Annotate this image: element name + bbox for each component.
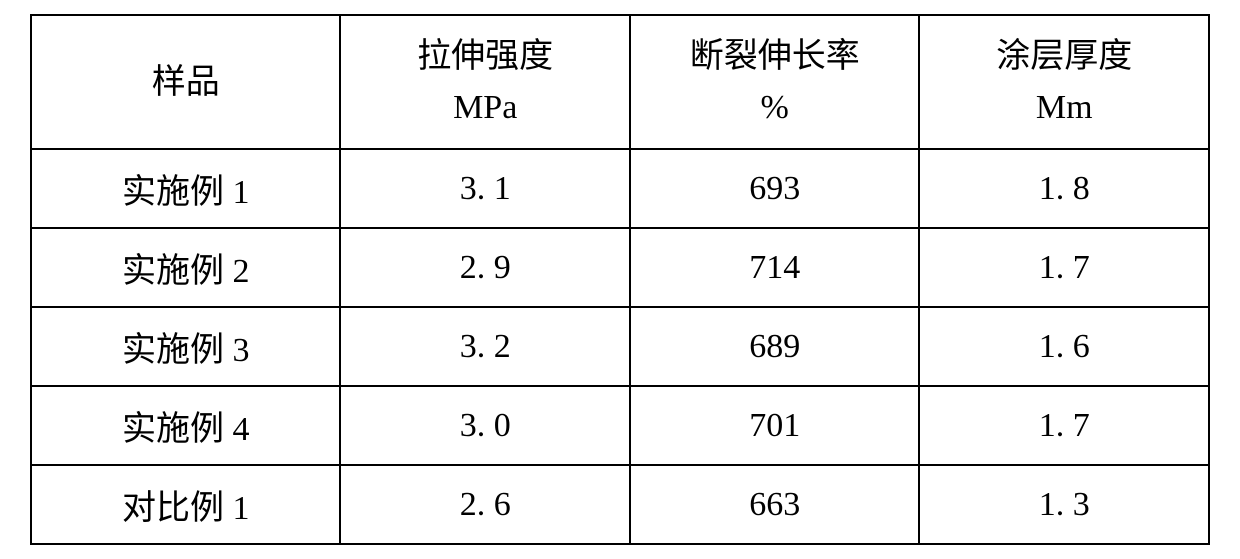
table-header-row: 样品 拉伸强度 MPa 断裂伸长率 % 涂层厚度 Mm bbox=[31, 15, 1209, 149]
cell-tensile: 3. 1 bbox=[340, 149, 630, 228]
cell-tensile: 3. 2 bbox=[340, 307, 630, 386]
cell-elongation: 693 bbox=[630, 149, 920, 228]
cell-sample: 实施例 3 bbox=[31, 307, 340, 386]
table-row: 实施例 4 3. 0 701 1. 7 bbox=[31, 386, 1209, 465]
cell-thickness: 1. 7 bbox=[919, 386, 1209, 465]
col-header-label: 断裂伸长率 bbox=[632, 31, 918, 82]
cell-sample: 对比例 1 bbox=[31, 465, 340, 544]
table-body: 实施例 1 3. 1 693 1. 8 实施例 2 2. 9 714 1. 7 … bbox=[31, 149, 1209, 544]
col-header-label: 样品 bbox=[33, 57, 338, 108]
cell-tensile: 2. 9 bbox=[340, 228, 630, 307]
cell-thickness: 1. 3 bbox=[919, 465, 1209, 544]
col-header-sample: 样品 bbox=[31, 15, 340, 149]
cell-thickness: 1. 8 bbox=[919, 149, 1209, 228]
cell-thickness: 1. 6 bbox=[919, 307, 1209, 386]
col-header-tensile: 拉伸强度 MPa bbox=[340, 15, 630, 149]
cell-elongation: 663 bbox=[630, 465, 920, 544]
cell-sample: 实施例 1 bbox=[31, 149, 340, 228]
cell-thickness: 1. 7 bbox=[919, 228, 1209, 307]
col-header-thickness: 涂层厚度 Mm bbox=[919, 15, 1209, 149]
cell-sample: 实施例 4 bbox=[31, 386, 340, 465]
cell-elongation: 701 bbox=[630, 386, 920, 465]
cell-tensile: 2. 6 bbox=[340, 465, 630, 544]
table-row: 实施例 1 3. 1 693 1. 8 bbox=[31, 149, 1209, 228]
col-header-elongation: 断裂伸长率 % bbox=[630, 15, 920, 149]
table-row: 对比例 1 2. 6 663 1. 3 bbox=[31, 465, 1209, 544]
cell-sample: 实施例 2 bbox=[31, 228, 340, 307]
col-header-unit: MPa bbox=[342, 82, 628, 133]
cell-elongation: 714 bbox=[630, 228, 920, 307]
col-header-label: 拉伸强度 bbox=[342, 31, 628, 82]
col-header-unit: % bbox=[632, 82, 918, 133]
table-row: 实施例 2 2. 9 714 1. 7 bbox=[31, 228, 1209, 307]
cell-tensile: 3. 0 bbox=[340, 386, 630, 465]
cell-elongation: 689 bbox=[630, 307, 920, 386]
col-header-unit: Mm bbox=[921, 82, 1207, 133]
col-header-label: 涂层厚度 bbox=[921, 31, 1207, 82]
data-table: 样品 拉伸强度 MPa 断裂伸长率 % 涂层厚度 Mm 实施例 1 3. 1 6… bbox=[30, 14, 1210, 545]
table-row: 实施例 3 3. 2 689 1. 6 bbox=[31, 307, 1209, 386]
